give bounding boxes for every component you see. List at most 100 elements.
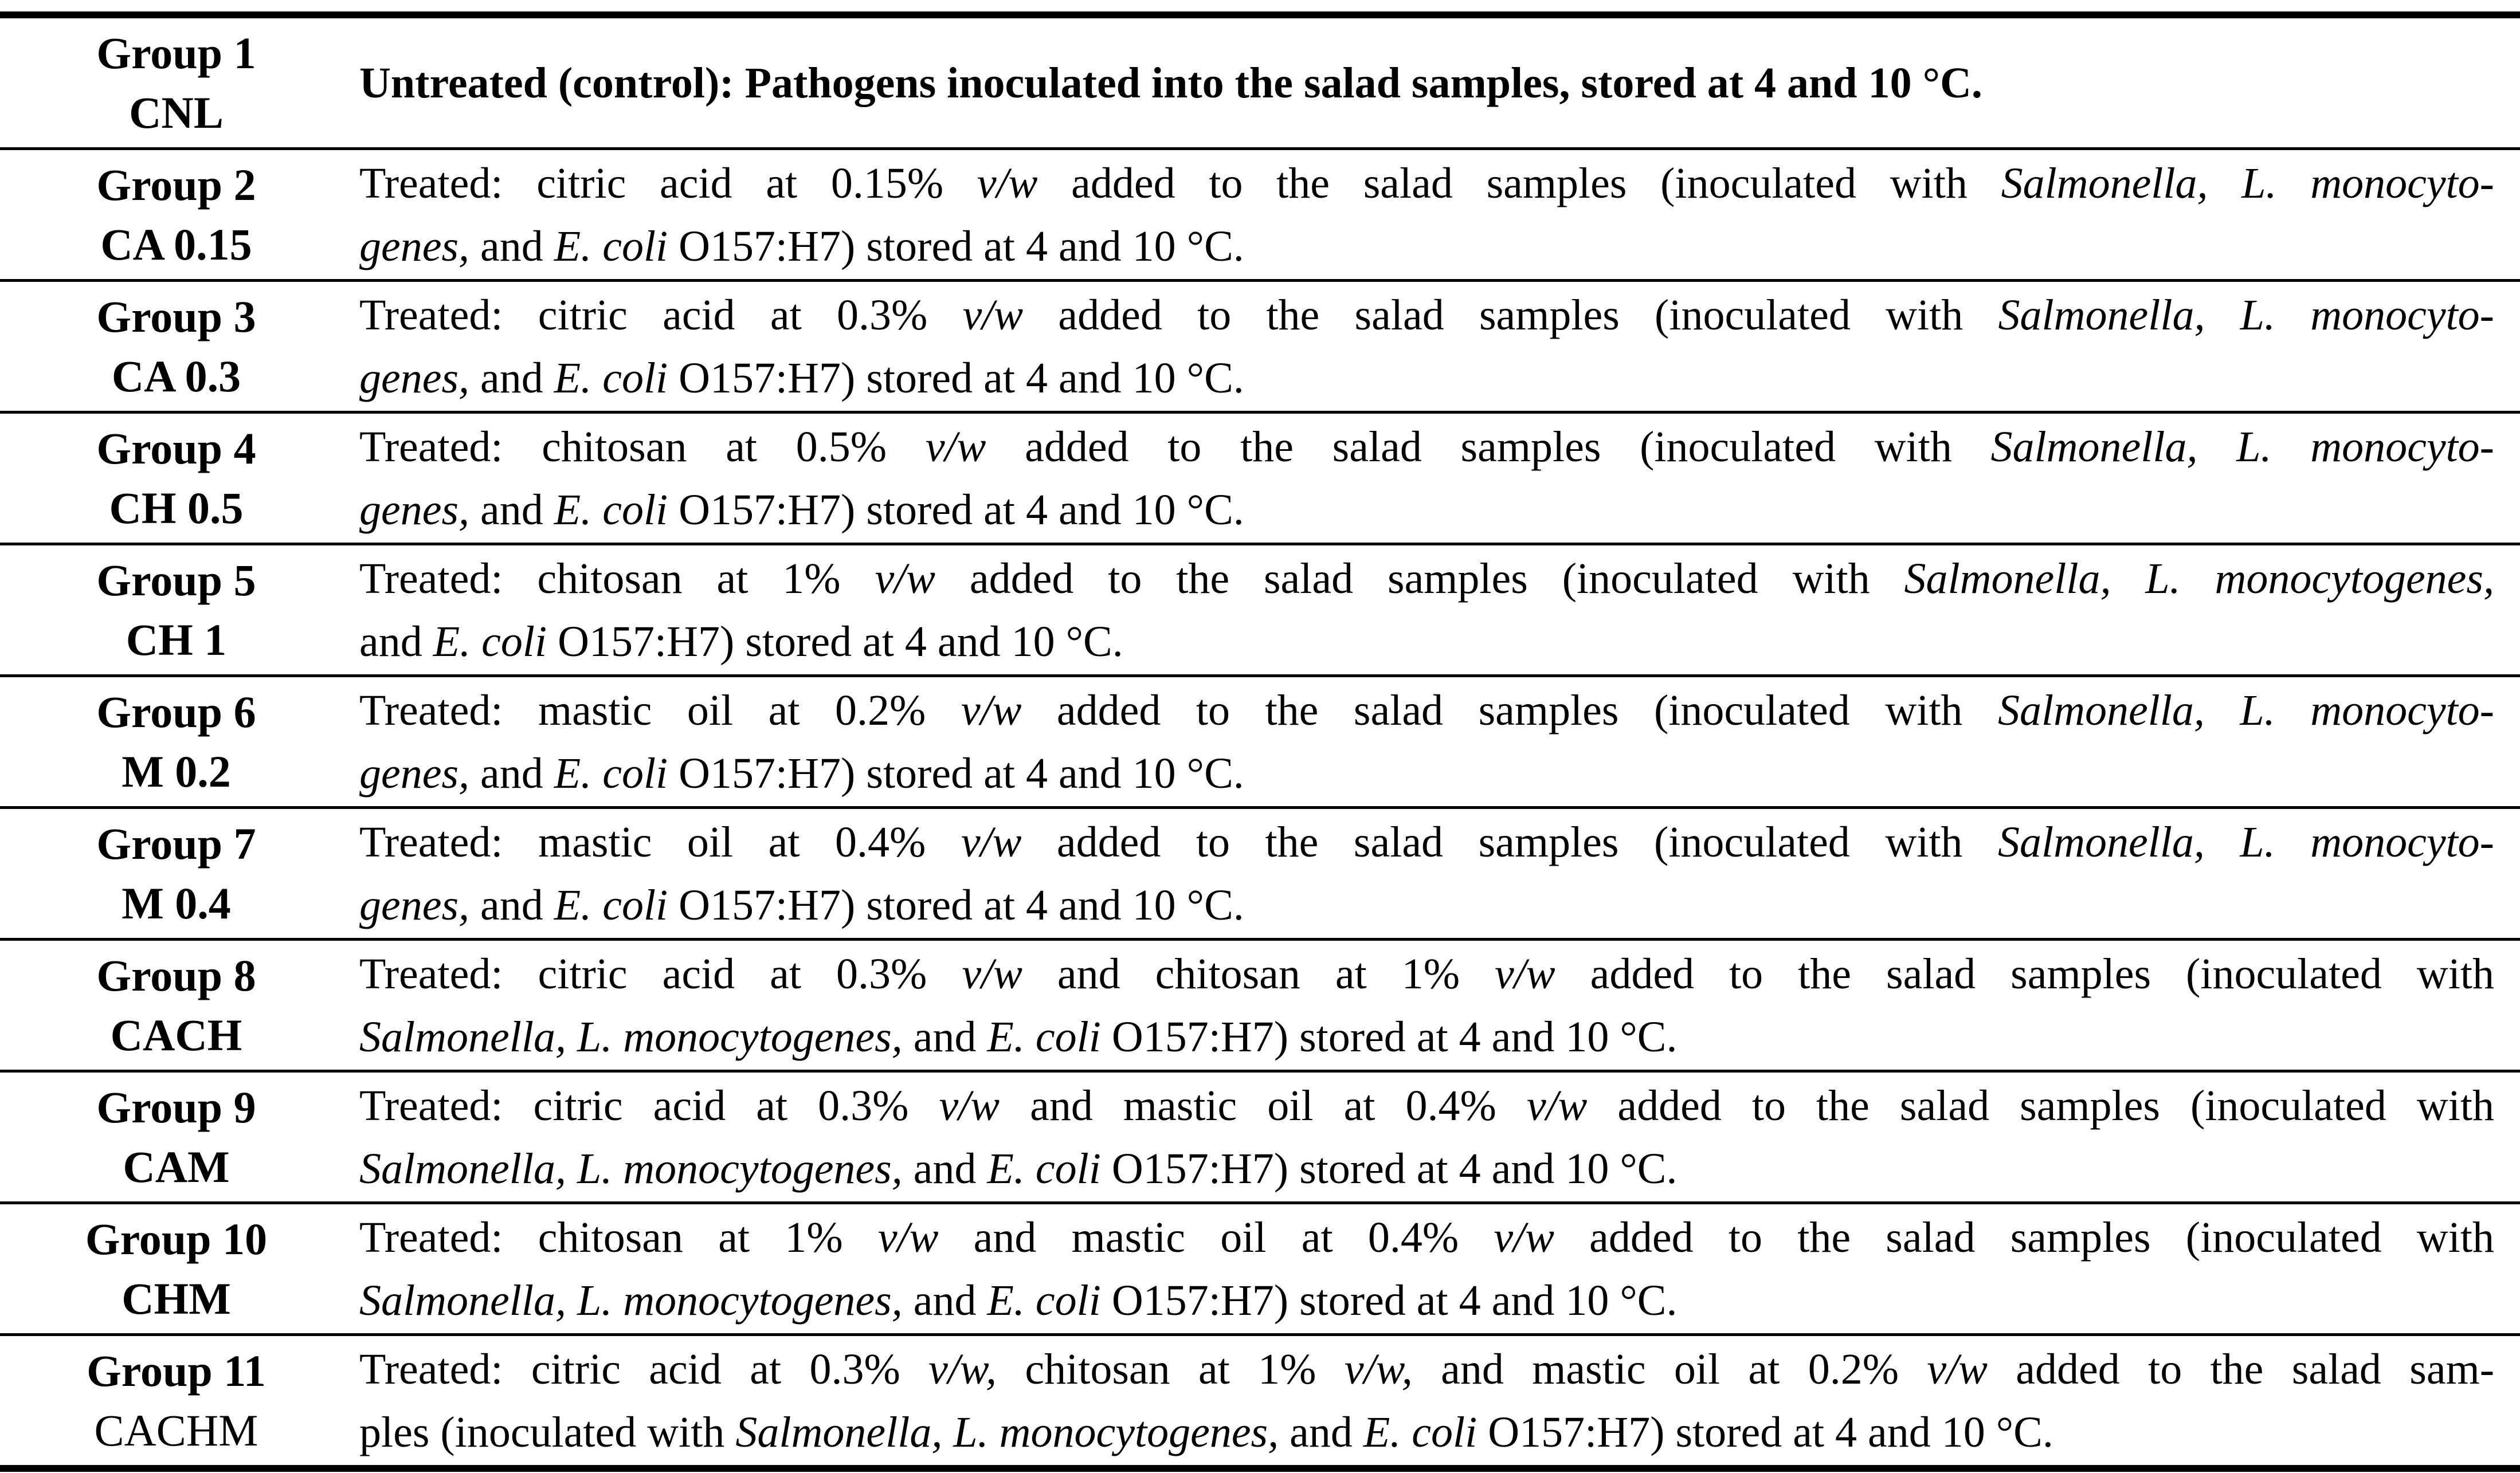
italic-text-segment: Salmonella, L. monocyto- — [1997, 686, 2494, 734]
text-segment: and — [359, 617, 433, 666]
table-row: Group 5 CH 1 Treated: chitosan at 1% v/w… — [0, 545, 2520, 677]
text-segment: and — [469, 749, 554, 798]
description-line: Untreated (control): Pathogens inoculate… — [359, 52, 2494, 115]
description-line: Treated: mastic oil at 0.2% v/w added to… — [359, 679, 2494, 742]
italic-text-segment: Salmonella, L. monocytogenes, — [359, 1276, 903, 1325]
italic-text-segment: E. coli — [554, 353, 668, 402]
text-segment: Treated: citric acid at 0.3% — [359, 290, 963, 339]
italic-text-segment: Salmonella, L. monocyto- — [1997, 818, 2494, 866]
group-name: Group 6 — [96, 686, 256, 737]
group-cell: Group 5 CH 1 — [0, 545, 352, 674]
table-row: Group 6 M 0.2 Treated: mastic oil at 0.2… — [0, 677, 2520, 809]
description-line: genes, and E. coli O157:H7) stored at 4 … — [359, 874, 2494, 937]
italic-text-segment: Salmonella, L. monocytogenes, — [735, 1408, 1279, 1456]
text-segment: ples (inoculated with — [359, 1408, 736, 1456]
group-name: Group 10 — [85, 1213, 268, 1264]
italic-text-segment: v/w — [961, 686, 1022, 734]
text-segment: added to the salad samples (inoculated w… — [1021, 818, 1998, 866]
group-name: Group 1 — [96, 28, 256, 78]
italic-text-segment: E. coli — [987, 1012, 1101, 1061]
italic-text-segment: E. coli — [987, 1144, 1101, 1193]
group-code: M 0.2 — [122, 746, 231, 796]
text-segment: Treated: citric acid at 0.3% — [359, 949, 962, 998]
group-name: Group 8 — [96, 950, 256, 1000]
italic-text-segment: v/w — [961, 818, 1022, 866]
italic-text-segment: Salmonella, L. monocytogenes, — [359, 1144, 903, 1193]
group-cell: Group 7 M 0.4 — [0, 809, 352, 938]
text-segment: and — [469, 881, 554, 929]
group-code: CA 0.15 — [100, 219, 252, 269]
group-name: Group 3 — [96, 291, 256, 341]
italic-text-segment: E. coli — [554, 485, 668, 534]
description-line: Salmonella, L. monocytogenes, and E. col… — [359, 1137, 2494, 1200]
italic-text-segment: Salmonella, L. monocyto- — [1990, 422, 2494, 471]
italic-text-segment: v/w — [1495, 949, 1555, 998]
italic-text-segment: v/w — [962, 290, 1024, 339]
text-segment: O157:H7) stored at 4 and 10 °C. — [668, 353, 1244, 402]
text-segment: added to the salad samples (inoculated w… — [1555, 949, 2494, 998]
text-segment: Treated: citric acid at 0.15% — [359, 159, 977, 207]
description-line: Treated: citric acid at 0.3% v/w, chitos… — [359, 1338, 2494, 1401]
description-line: Treated: citric acid at 0.3% v/w and chi… — [359, 942, 2494, 1005]
description-line: Treated: citric acid at 0.3% v/w and mas… — [359, 1074, 2494, 1137]
description-line: genes, and E. coli O157:H7) stored at 4 … — [359, 215, 2494, 278]
text-segment: Treated: citric acid at 0.3% — [359, 1345, 929, 1393]
text-segment: Treated: mastic oil at 0.4% — [359, 818, 961, 866]
italic-text-segment: genes, — [359, 881, 470, 929]
table-bottom-rule — [0, 1465, 2520, 1472]
description-line: Salmonella, L. monocytogenes, and E. col… — [359, 1269, 2494, 1332]
experimental-groups-table: Group 1 CNL Untreated (control): Pathoge… — [0, 11, 2520, 1472]
group-cell: Group 4 CH 0.5 — [0, 414, 352, 543]
group-name: Group 11 — [87, 1345, 266, 1396]
text-segment: and — [902, 1144, 987, 1193]
italic-text-segment: genes, — [359, 749, 470, 798]
description-cell: Treated: mastic oil at 0.2% v/w added to… — [352, 677, 2520, 806]
text-segment: and — [1279, 1408, 1363, 1456]
italic-text-segment: genes, — [359, 353, 470, 402]
group-code: CH 1 — [126, 614, 227, 665]
italic-text-segment: E. coli — [554, 222, 668, 270]
text-segment: O157:H7) stored at 4 and 10 °C. — [547, 617, 1123, 666]
italic-text-segment: E. coli — [433, 617, 547, 666]
italic-text-segment: genes, — [359, 222, 470, 270]
table-row: Group 1 CNL Untreated (control): Pathoge… — [0, 18, 2520, 150]
table-row: Group 9 CAM Treated: citric acid at 0.3%… — [0, 1073, 2520, 1204]
description-line: Treated: chitosan at 1% v/w and mastic o… — [359, 1206, 2494, 1269]
text-segment: and mastic oil at 0.4% — [1000, 1081, 1527, 1130]
description-cell: Treated: chitosan at 1% v/w and mastic o… — [352, 1204, 2520, 1333]
italic-text-segment: v/w — [962, 949, 1022, 998]
italic-text-segment: Salmonella, L. monocyto- — [2001, 159, 2494, 207]
italic-text-segment: E. coli — [1363, 1408, 1477, 1456]
group-cell: Group 9 CAM — [0, 1073, 352, 1201]
italic-text-segment: v/w — [875, 554, 935, 603]
description-cell: Untreated (control): Pathogens inoculate… — [352, 18, 2520, 147]
description-line: genes, and E. coli O157:H7) stored at 4 … — [359, 478, 2494, 541]
group-code: M 0.4 — [122, 878, 231, 928]
text-segment: added to the salad samples (inoculated w… — [986, 422, 1991, 471]
italic-text-segment: Salmonella, L. monocyto- — [1998, 290, 2495, 339]
italic-text-segment: v/w — [939, 1081, 1000, 1130]
text-segment: Treated: mastic oil at 0.2% — [359, 686, 961, 734]
text-segment: added to the salad samples (inoculated w… — [1587, 1081, 2495, 1130]
description-cell: Treated: citric acid at 0.3% v/w added t… — [352, 282, 2520, 411]
italic-text-segment: genes, — [359, 485, 470, 534]
italic-text-segment: v/w, — [928, 1345, 997, 1393]
description-cell: Treated: chitosan at 0.5% v/w added to t… — [352, 414, 2520, 543]
description-cell: Treated: citric acid at 0.3% v/w and mas… — [352, 1073, 2520, 1201]
table-row: Group 2 CA 0.15 Treated: citric acid at … — [0, 150, 2520, 282]
group-cell: Group 6 M 0.2 — [0, 677, 352, 806]
text-segment: O157:H7) stored at 4 and 10 °C. — [668, 881, 1244, 929]
table-row: Group 10 CHM Treated: chitosan at 1% v/w… — [0, 1204, 2520, 1336]
text-segment: O157:H7) stored at 4 and 10 °C. — [668, 749, 1244, 798]
text-segment: Treated: citric acid at 0.3% — [359, 1081, 939, 1130]
text-segment: added to the salad samples (inoculated w… — [1021, 686, 1998, 734]
text-segment: added to the salad samples (inoculated w… — [1037, 159, 2001, 207]
text-segment: added to the salad sam- — [1987, 1345, 2495, 1393]
description-line: Treated: chitosan at 0.5% v/w added to t… — [359, 415, 2494, 478]
text-segment: and — [902, 1276, 987, 1325]
description-cell: Treated: chitosan at 1% v/w added to the… — [352, 545, 2520, 674]
italic-text-segment: Salmonella, L. monocytogenes, — [359, 1012, 903, 1061]
group-name: Group 2 — [96, 159, 256, 210]
description-line: ples (inoculated with Salmonella, L. mon… — [359, 1401, 2494, 1464]
